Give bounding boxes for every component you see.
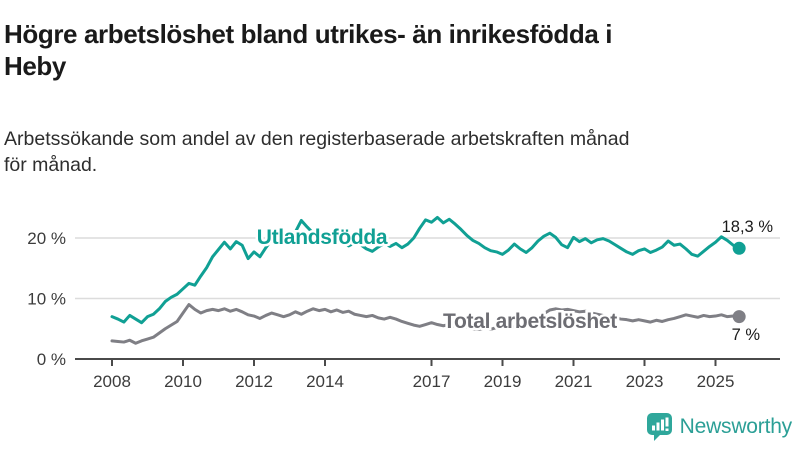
series-end-value-1: 7 % (732, 326, 761, 344)
series-line-1 (110, 303, 741, 345)
series-line-0 (110, 215, 741, 325)
x-axis-tick-label: 2021 (555, 372, 593, 391)
x-axis-tick-label: 2008 (93, 372, 131, 391)
y-axis-tick-label: 20 % (27, 229, 66, 248)
series-end-value-0: 18,3 % (722, 218, 774, 236)
newsworthy-logo[interactable]: Newsworthy (646, 412, 792, 442)
x-axis-tick-label: 2017 (413, 372, 451, 391)
series-end-dot-0 (732, 241, 746, 255)
series-label-1: Total arbetslöshet (443, 310, 617, 333)
x-axis-tick-label: 2014 (306, 372, 344, 391)
x-axis-tick-label: 2019 (484, 372, 522, 391)
chart-subtitle: Arbetssökande som andel av den registerb… (4, 127, 630, 176)
newsworthy-bars-icon (646, 413, 672, 441)
x-axis-tick-label: 2012 (235, 372, 273, 391)
x-axis-tick-label: 2010 (164, 372, 202, 391)
series-end-dot-1 (732, 310, 746, 324)
unemployment-line-chart: 0 % 10 % 20 % 2008 2010 2012 2014 2017 2019 2021 2… (27, 215, 780, 391)
x-axis-tick-label: 2025 (697, 372, 735, 391)
x-axis-tick-label: 2023 (626, 372, 664, 391)
page-title: Högre arbetslöshet bland utrikes- än inr… (4, 19, 613, 82)
y-axis-tick-label: 0 % (37, 350, 66, 369)
newsworthy-logo-text: Newsworthy (679, 415, 793, 438)
series-label-0: Utlandsfödda (257, 226, 388, 249)
y-axis-tick-label: 10 % (27, 290, 66, 309)
